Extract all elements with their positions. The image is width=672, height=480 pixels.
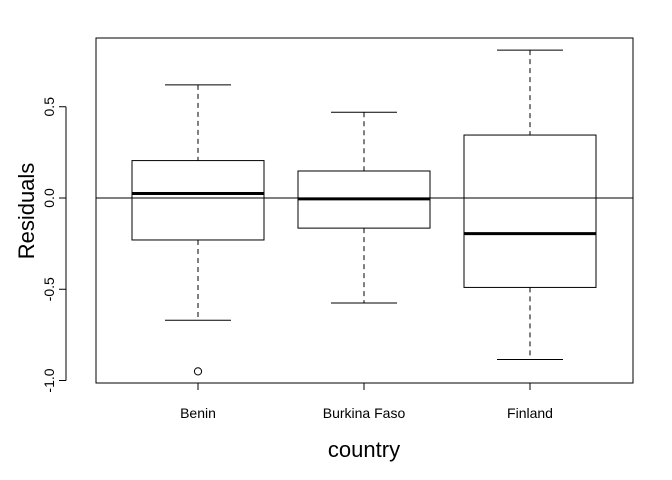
box-burkina-faso [297,111,431,304]
iqr-box [463,134,597,288]
y-tick-label: 0.5 [41,97,57,117]
y-axis-title: Residuals [14,163,39,260]
plot-frame [95,37,634,384]
x-axis: Benin Burkina Faso Finland [180,382,553,421]
y-axis: -1.0 -0.5 0.0 0.5 [41,97,67,393]
y-tick-label: -0.5 [41,277,57,301]
boxes-group [131,49,597,376]
box-benin [131,84,265,376]
x-tick-label: Burkina Faso [323,405,406,421]
y-tick-label: 0.0 [41,188,57,208]
x-tick-label: Finland [507,405,553,421]
box-finland [463,49,597,361]
outlier-point [193,367,203,376]
x-axis-title: country [328,437,400,462]
iqr-box [131,160,265,241]
x-tick-label: Benin [180,405,216,421]
y-tick-label: -1.0 [41,368,57,392]
